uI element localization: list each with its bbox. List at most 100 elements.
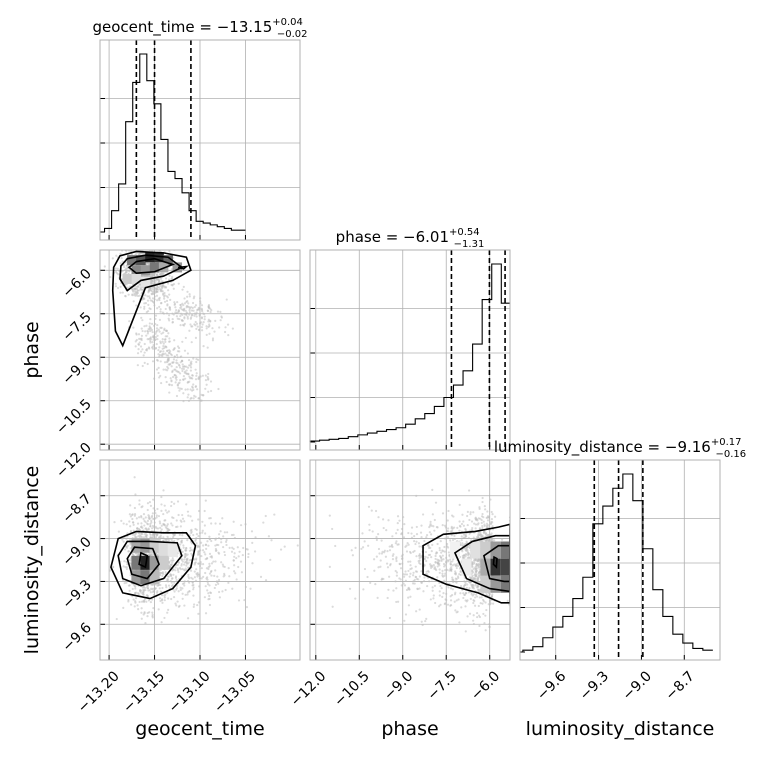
sample-point	[173, 590, 176, 593]
sample-point	[418, 552, 421, 556]
sample-point	[488, 599, 492, 602]
sample-point	[168, 278, 171, 281]
sample-point	[192, 583, 195, 587]
sample-point	[142, 591, 145, 594]
sample-point	[161, 347, 164, 350]
title-minus: −1.31	[454, 239, 485, 250]
sample-point	[428, 526, 431, 529]
sample-point	[140, 536, 144, 539]
sample-point	[405, 573, 409, 576]
sample-point	[472, 619, 475, 622]
sample-point	[153, 588, 156, 591]
sample-point	[473, 577, 476, 580]
sample-point	[197, 358, 200, 361]
sample-point	[185, 300, 188, 304]
sample-point	[247, 552, 250, 556]
sample-point	[149, 532, 152, 535]
sample-point	[407, 604, 411, 607]
sample-point	[182, 285, 185, 288]
sample-point	[426, 573, 429, 576]
sample-point	[190, 542, 193, 545]
sample-point	[279, 548, 283, 551]
sample-point	[406, 542, 409, 545]
sample-point	[136, 352, 140, 355]
sample-point	[173, 534, 176, 537]
sample-point	[450, 525, 453, 529]
sample-point	[386, 566, 390, 569]
sample-point	[179, 355, 182, 359]
panel-title-phase: phase = −6.01+0.54 −1.31	[336, 227, 485, 250]
sample-point	[389, 564, 392, 567]
sample-point	[150, 322, 154, 325]
sample-point	[199, 562, 202, 566]
sample-point	[156, 334, 159, 337]
sample-point	[129, 525, 132, 528]
hist-panel-luminosity_distance: luminosity_distance = −9.16+0.17 −0.16	[494, 437, 747, 661]
sample-point	[128, 270, 131, 273]
sample-point	[466, 615, 469, 618]
sample-point	[433, 584, 437, 587]
density-cell	[163, 255, 173, 266]
sample-point	[144, 302, 148, 305]
sample-point	[430, 533, 433, 536]
sample-point	[348, 587, 352, 590]
sample-point	[158, 520, 161, 523]
sample-point	[422, 579, 426, 583]
sample-point	[197, 534, 200, 538]
sample-point	[206, 309, 210, 313]
sample-point	[200, 393, 203, 396]
contour-line	[138, 551, 149, 569]
sample-point	[214, 547, 217, 551]
x-axis-label-geocent_time: geocent_time	[135, 718, 264, 740]
sample-point	[206, 346, 209, 349]
sample-point	[176, 300, 179, 304]
sample-point	[426, 584, 429, 588]
sample-point	[143, 302, 146, 305]
sample-point	[168, 565, 172, 569]
sample-point	[149, 591, 152, 594]
sample-point	[190, 341, 193, 344]
sample-point	[454, 573, 457, 576]
sample-point	[459, 569, 462, 573]
sample-point	[484, 508, 487, 511]
sample-point	[220, 538, 223, 541]
sample-point	[170, 581, 173, 584]
sample-point	[162, 522, 165, 526]
sample-point	[154, 291, 157, 294]
sample-point	[223, 553, 227, 557]
sample-point	[446, 535, 450, 539]
sample-point	[139, 306, 142, 309]
sample-point	[451, 588, 454, 591]
sample-point	[385, 529, 388, 532]
sample-point	[160, 503, 163, 506]
sample-point	[411, 582, 415, 585]
sample-point	[407, 569, 410, 573]
sample-point	[192, 588, 195, 591]
density-cell	[149, 555, 160, 570]
sample-point	[170, 500, 173, 504]
sample-point	[151, 553, 154, 556]
sample-point	[382, 577, 385, 581]
sample-point	[413, 549, 416, 553]
sample-point	[438, 590, 441, 593]
sample-point	[152, 517, 155, 521]
sample-point	[431, 513, 434, 516]
sample-point	[488, 593, 491, 596]
sample-point	[434, 567, 437, 571]
sample-point	[441, 595, 444, 599]
sample-point	[186, 315, 189, 318]
sample-point	[138, 294, 141, 297]
contour-line	[117, 540, 183, 587]
sample-point	[420, 570, 423, 573]
y-tick-label: −9.6	[59, 620, 94, 655]
sample-point	[199, 300, 202, 303]
sample-point	[474, 593, 478, 596]
sample-point	[164, 352, 167, 355]
sample-point	[475, 559, 478, 562]
sample-point	[161, 237, 163, 239]
sample-point	[472, 622, 475, 626]
sample-point	[176, 525, 179, 528]
sample-point	[215, 580, 219, 583]
title-minus: −0.16	[716, 449, 747, 460]
sample-point	[407, 596, 410, 599]
